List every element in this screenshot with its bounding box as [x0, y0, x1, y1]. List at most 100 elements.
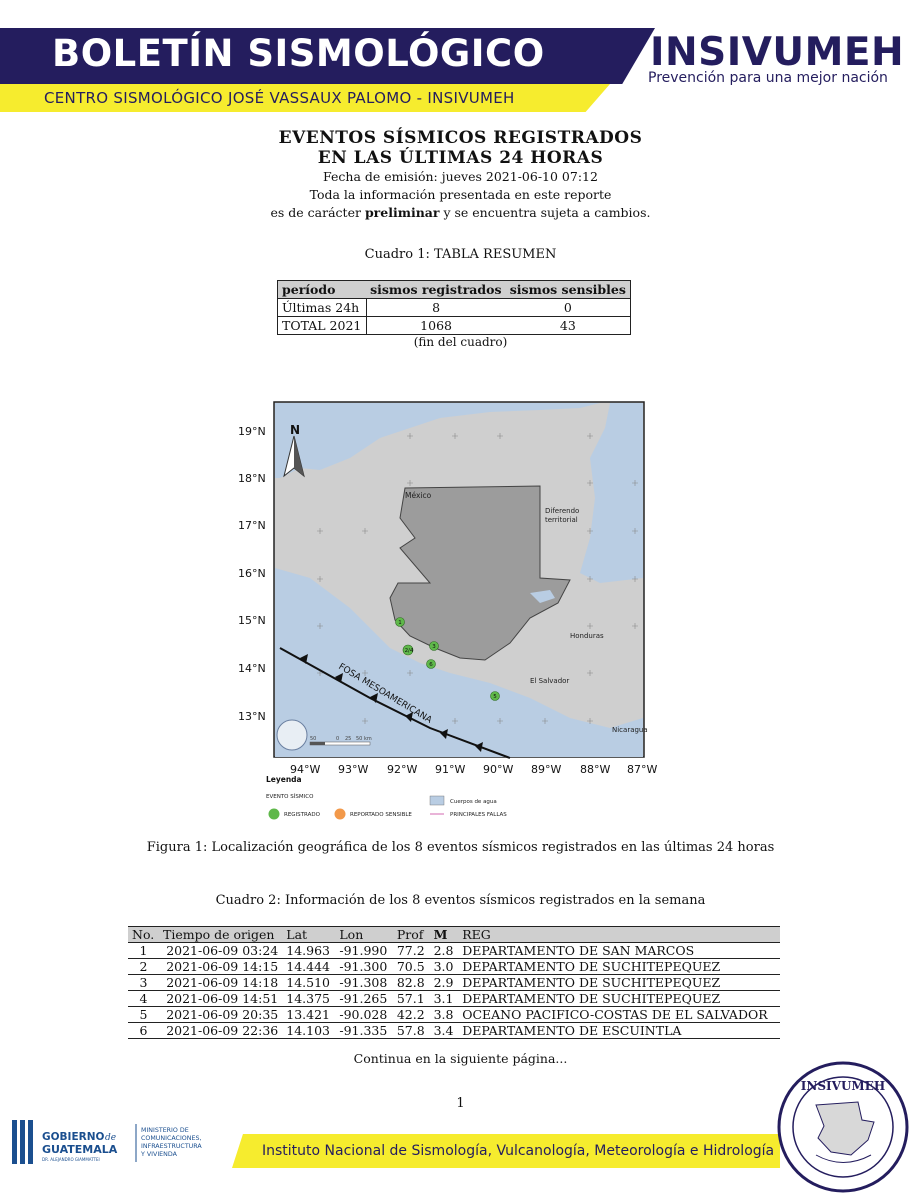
- events-header: Prof: [392, 926, 430, 943]
- event-cell: 2021-06-09 14:15: [159, 958, 283, 975]
- trench-line: [279, 647, 511, 759]
- event-marker-label: 2/4: [405, 648, 414, 654]
- event-cell: 82.8: [392, 974, 430, 991]
- disclaimer-post: y se encuentra sujeta a cambios.: [439, 205, 651, 220]
- events-header: No.: [128, 926, 160, 943]
- summary-cell: 43: [505, 316, 631, 335]
- legend-registrado: REGISTRADO: [284, 812, 321, 818]
- event-marker-1: [395, 617, 405, 627]
- lon-label: 88°W: [580, 763, 611, 776]
- event-cell: 2021-06-09 14:51: [159, 990, 283, 1007]
- header-banner: [0, 28, 655, 84]
- summary-end-note: (fin del cuadro): [413, 335, 508, 349]
- events-table: No. Tiempo de origen Lat Lon Prof M REG …: [128, 926, 780, 1039]
- event-cell: 3.1: [429, 990, 459, 1007]
- event-cell: 14.375: [282, 990, 336, 1007]
- event-cell: -90.028: [335, 1006, 393, 1023]
- events-header: REG: [458, 926, 780, 943]
- map-legend: Leyenda EVENTO SÍSMICO REGISTRADO REPORT…: [266, 775, 507, 820]
- legend-fallas: PRINCIPALES FALLAS: [450, 812, 507, 818]
- gob-line2: GUATEMALA: [42, 1143, 118, 1156]
- label-diferendo: Diferendo: [545, 507, 579, 515]
- event-marker-label: 1: [398, 620, 402, 626]
- lake-izabal: [530, 590, 555, 603]
- event-cell: 42.2: [392, 1006, 430, 1023]
- table-row: 5 2021-06-09 20:35 13.421 -90.028 42.2 3…: [128, 1006, 780, 1023]
- summary-cell: TOTAL 2021: [277, 316, 367, 335]
- seal-map-icon: [815, 1101, 875, 1156]
- scale-label: 0: [336, 736, 339, 742]
- event-cell: 4: [128, 990, 160, 1007]
- table-row: 4 2021-06-09 14:51 14.375 -91.265 57.1 3…: [128, 990, 780, 1007]
- event-cell: 14.103: [282, 1022, 336, 1039]
- legend-section: EVENTO SÍSMICO: [266, 793, 314, 800]
- gob-de: de: [105, 1133, 116, 1143]
- map-caption: Figura 1: Localización geográfica de los…: [146, 840, 775, 855]
- lat-label: 13°N: [238, 710, 266, 723]
- lon-label: 87°W: [627, 763, 658, 776]
- lon-label: 93°W: [338, 763, 369, 776]
- map-seal-icon: [276, 719, 308, 751]
- events-caption: Cuadro 2: Información de los 8 eventos s…: [215, 893, 706, 908]
- report-title-line2: EN LAS ÚLTIMAS 24 HORAS: [317, 148, 604, 168]
- gobierno-guatemala-logo: GOBIERNO de GUATEMALA DR. ALEJANDRO GIAM…: [12, 1118, 232, 1168]
- event-cell: 3: [128, 974, 160, 991]
- seal-graphic: INSIVUMEH: [777, 1061, 909, 1193]
- summary-cell: Últimas 24h: [277, 298, 367, 317]
- gob-line3: DR. ALEJANDRO GIAMMATTEI: [42, 1157, 100, 1162]
- disclaimer-pre: es de carácter: [270, 205, 365, 220]
- continues-note: Continua en la siguiente página...: [353, 1051, 568, 1066]
- north-label: N: [290, 423, 300, 437]
- insivumeh-logo: INSIVUMEH: [650, 30, 905, 75]
- event-marker-2-4: [402, 644, 414, 656]
- ministry-line: COMUNICACIONES,: [141, 1135, 201, 1142]
- lat-label: 17°N: [238, 519, 266, 532]
- event-cell: 70.5: [392, 958, 430, 975]
- header-subbanner: [0, 84, 610, 112]
- gulf-water: [275, 403, 600, 478]
- event-cell: 3.8: [429, 1006, 459, 1023]
- events-header: Tiempo de origen: [159, 926, 283, 943]
- event-cell: 6: [128, 1022, 160, 1039]
- lon-label: 94°W: [290, 763, 321, 776]
- disclaimer-line1: Toda la información presentada en este r…: [309, 187, 612, 202]
- summary-cell: 0: [505, 298, 631, 317]
- event-cell: 14.444: [282, 958, 336, 975]
- scale-label: 50 km: [356, 736, 372, 742]
- institute-name: Instituto Nacional de Sismología, Vulcan…: [262, 1143, 775, 1159]
- event-cell: -91.335: [335, 1022, 393, 1039]
- trench-teeth: [300, 654, 483, 752]
- summary-header: sismos sensibles: [505, 280, 631, 299]
- disclaimer-line2: es de carácter preliminar y se encuentra…: [0, 204, 921, 222]
- scale-bar: 50 0 25 50 km: [309, 736, 372, 746]
- events-header: M: [429, 926, 459, 943]
- event-cell: 2.9: [429, 974, 459, 991]
- summary-table: período sismos registrados sismos sensib…: [277, 280, 631, 335]
- table-row: 2 2021-06-09 14:15 14.444 -91.300 70.5 3…: [128, 958, 780, 975]
- event-cell: 2021-06-09 20:35: [159, 1006, 283, 1023]
- event-cell: OCEANO PACIFICO-COSTAS DE EL SALVADOR: [458, 1006, 780, 1023]
- event-marker-6: [426, 659, 436, 669]
- ministry-line: Y VIVIENDA: [140, 1151, 178, 1158]
- lon-label: 91°W: [435, 763, 466, 776]
- epicenter-map: N México Diferendo territorial Honduras …: [238, 398, 660, 828]
- events-header: Lon: [335, 926, 393, 943]
- legend-water-icon: [429, 795, 445, 806]
- ministry-line: INFRAESTRUCTURA: [141, 1143, 202, 1150]
- legend-sensible-icon: [334, 808, 346, 820]
- event-cell: 57.1: [392, 990, 430, 1007]
- label-el-salvador: El Salvador: [530, 677, 569, 685]
- legend-title: Leyenda: [266, 775, 302, 784]
- event-cell: 2021-06-09 22:36: [159, 1022, 283, 1039]
- event-cell: 5: [128, 1006, 160, 1023]
- legend-agua: Cuerpos de agua: [450, 799, 497, 805]
- events-header: Lat: [282, 926, 336, 943]
- lon-label: 92°W: [387, 763, 418, 776]
- event-cell: 14.963: [282, 942, 336, 959]
- table-row: Últimas 24h 8 0: [277, 298, 631, 317]
- summary-header: período: [277, 280, 366, 299]
- event-marker-label: 5: [493, 694, 497, 700]
- table-row: 6 2021-06-09 22:36 14.103 -91.335 57.8 3…: [128, 1022, 780, 1039]
- gob-line1: GOBIERNO: [42, 1131, 104, 1143]
- summary-cell: 8: [366, 298, 506, 317]
